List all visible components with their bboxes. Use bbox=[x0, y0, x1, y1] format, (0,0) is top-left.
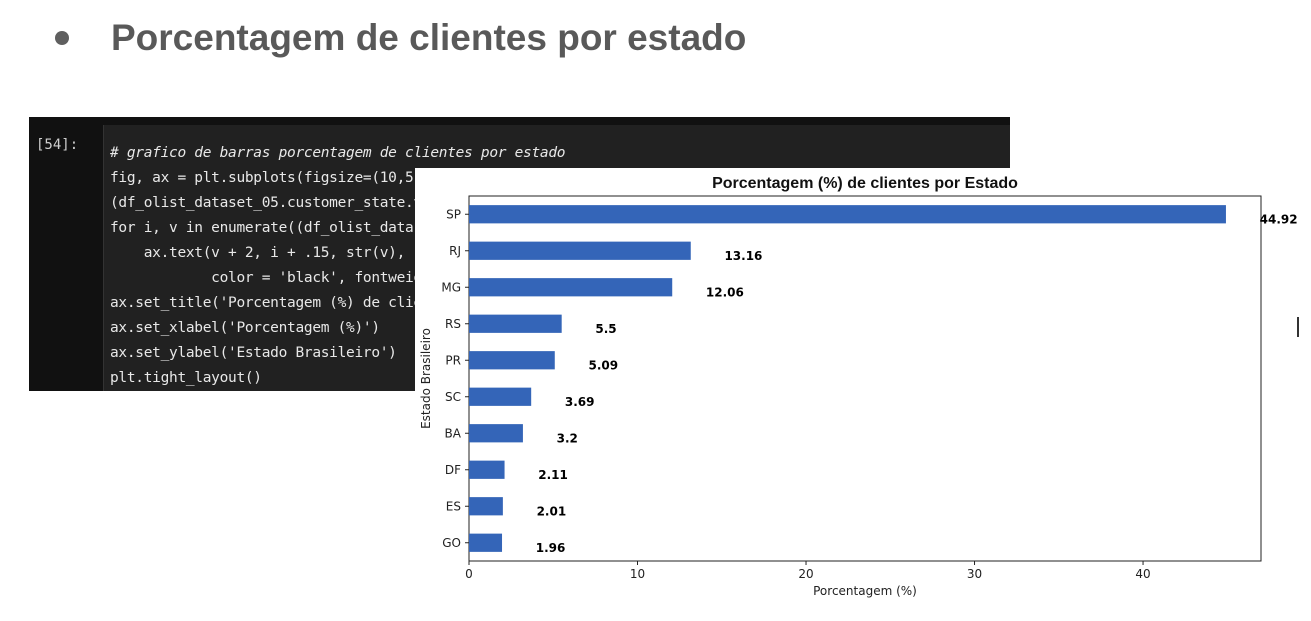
x-tick-label-10: 10 bbox=[630, 567, 645, 581]
y-tick-label-sc: SC bbox=[445, 390, 461, 404]
bullet-dot bbox=[55, 31, 69, 45]
x-tick-label-0: 0 bbox=[465, 567, 473, 581]
code-line-10: plt.tight_layout() bbox=[110, 370, 262, 386]
bar-mg bbox=[469, 278, 673, 297]
y-tick-label-rs: RS bbox=[445, 317, 461, 331]
bar-sp bbox=[469, 205, 1226, 224]
text-cursor-icon bbox=[1297, 317, 1299, 337]
x-tick-label-20: 20 bbox=[798, 567, 813, 581]
data-label-mg: 12.06 bbox=[706, 286, 744, 300]
chart-figure: Porcentagem (%) de clientes por Estado SP… bbox=[415, 168, 1311, 616]
y-tick-label-pr: PR bbox=[445, 353, 461, 367]
y-tick-label-es: ES bbox=[446, 499, 461, 513]
y-axis-label: Estado Brasileiro bbox=[419, 328, 433, 429]
bar-sc bbox=[469, 387, 532, 406]
data-label-df: 2.11 bbox=[538, 468, 568, 482]
data-label-rs: 5.5 bbox=[595, 322, 616, 336]
code-line-1: # grafico de barras porcentagem de clien… bbox=[110, 145, 566, 161]
data-label-go: 1.96 bbox=[536, 541, 566, 555]
y-tick-label-ba: BA bbox=[445, 426, 462, 440]
slide-heading: Porcentagem de clientes por estado bbox=[55, 14, 746, 62]
x-axis-label: Porcentagem (%) bbox=[813, 584, 917, 598]
bar-df bbox=[469, 460, 505, 479]
x-tick-label-40: 40 bbox=[1135, 567, 1150, 581]
bar-chart: Porcentagem (%) de clientes por Estado SP… bbox=[419, 175, 1298, 598]
chart-title: Porcentagem (%) de clientes por Estado bbox=[712, 175, 1018, 192]
y-tick-label-go: GO bbox=[442, 536, 461, 550]
y-tick-label-rj: RJ bbox=[449, 244, 461, 258]
x-tick-label-30: 30 bbox=[967, 567, 982, 581]
y-tick-label-sp: SP bbox=[446, 207, 461, 221]
slide-title: Porcentagem de clientes por estado bbox=[111, 17, 747, 58]
bar-ba bbox=[469, 424, 523, 443]
plot-frame bbox=[468, 195, 1262, 562]
cell-prompt: [54]: bbox=[36, 137, 79, 153]
bar-es bbox=[469, 497, 503, 516]
bar-rj bbox=[469, 241, 691, 260]
data-label-es: 2.01 bbox=[537, 505, 567, 519]
code-line-5: ax.text(v + 2, i + .15, str(v), bbox=[110, 245, 406, 261]
code-line-9: ax.set_ylabel('Estado Brasileiro') bbox=[110, 345, 397, 361]
bar-go bbox=[469, 533, 503, 552]
bar-rs bbox=[469, 314, 562, 333]
code-line-8: ax.set_xlabel('Porcentagem (%)') bbox=[110, 320, 380, 336]
data-label-rj: 13.16 bbox=[724, 249, 762, 263]
data-label-ba: 3.2 bbox=[557, 432, 578, 446]
data-label-pr: 5.09 bbox=[588, 359, 618, 373]
y-tick-label-mg: MG bbox=[441, 280, 461, 294]
bar-pr bbox=[469, 351, 555, 370]
code-line-2: fig, ax = plt.subplots(figsize=(10,5)) bbox=[110, 170, 431, 186]
data-label-sc: 3.69 bbox=[565, 395, 595, 409]
y-tick-label-df: DF bbox=[445, 463, 461, 477]
data-label-sp: 44.92 bbox=[1260, 213, 1298, 227]
